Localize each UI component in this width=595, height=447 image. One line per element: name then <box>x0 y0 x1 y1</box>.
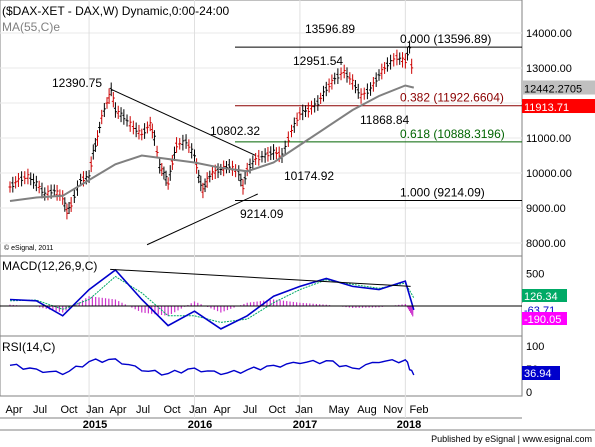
macd-signal-line <box>9 275 415 323</box>
price-tick-label: 11000.00 <box>526 133 571 145</box>
macd-tag-box <box>522 289 567 302</box>
x-axis-years: 2015 2016 2017 2018 <box>83 419 421 431</box>
macd-title: MACD(12,26,9,C) <box>2 259 97 273</box>
price-annotation: 12390.75 <box>52 76 102 90</box>
x-month-label: Jul <box>243 404 257 416</box>
rsi-title: RSI(14,C) <box>2 340 55 354</box>
price-annotation: 13596.89 <box>305 22 355 36</box>
lower-trendline <box>146 193 258 246</box>
fib-label: 0.000 (13596.89) <box>400 32 491 46</box>
x-month-label: Oct <box>268 404 285 416</box>
price-annotation: 10174.92 <box>284 169 334 183</box>
price-tick-label: 10000.00 <box>526 168 572 180</box>
macd-tag-box <box>522 312 567 325</box>
ma-label: MA(55,C)e <box>2 20 60 34</box>
x-month-label: Nov <box>383 404 403 416</box>
x-month-label: Jan <box>86 404 104 416</box>
x-month-label: Jan <box>189 404 207 416</box>
rsi-tag-box <box>522 366 560 380</box>
fib-label: 1.000 (9214.09) <box>400 186 485 200</box>
rsi-tick-label: 0 <box>526 387 532 399</box>
x-month-label: Apr <box>109 404 126 416</box>
price-axis-ticks: 14000.0013000.0012000.0011000.0010000.00… <box>526 28 572 250</box>
x-month-label: Oct <box>163 404 180 416</box>
price-gridlines <box>0 0 522 418</box>
price-tick-label: 13000.00 <box>526 63 572 75</box>
fib-label: 0.382 (11922.6604) <box>400 91 504 105</box>
x-month-label: Jul <box>136 404 150 416</box>
upper-trendline <box>111 88 256 156</box>
price-tag-label: 12442.2705 <box>524 84 582 96</box>
macd-tag-label: -190.05 <box>524 314 561 326</box>
rsi-line <box>9 358 415 376</box>
fibonacci-levels: 0.000 (13596.89) 0.382 (11922.6604) 0.618 … <box>235 32 522 202</box>
x-month-label: Oct <box>60 404 77 416</box>
price-annotation: 10802.32 <box>210 124 260 138</box>
x-month-label: Feb <box>410 404 429 416</box>
x-year-label: 2018 <box>397 419 421 431</box>
macd-tag-label: 126.34 <box>524 291 558 303</box>
macd-value-tags: 126.34-63.71-190.05 <box>522 289 567 326</box>
price-tick-label: 8000.00 <box>526 238 566 250</box>
rsi-tag-label: 36.94 <box>524 368 552 380</box>
price-tag-box <box>522 80 595 95</box>
price-tick-label: 9000.00 <box>526 203 566 215</box>
trendlines <box>111 88 258 246</box>
x-month-label: Aug <box>357 404 377 416</box>
x-month-label: May <box>329 404 350 416</box>
price-tick-label: 14000.00 <box>526 28 572 40</box>
price-tag-box <box>522 99 595 114</box>
macd-axis-ticks: 500 <box>526 268 544 280</box>
chart-title: ($DAX-XET - DAX,W) Dynamic,0:00-24:00 <box>2 4 230 18</box>
price-tag-label: 11913.71 <box>524 102 569 114</box>
ma55-line <box>9 84 415 202</box>
x-month-label: Apr <box>5 404 22 416</box>
rsi-tick-label: 100 <box>526 341 544 353</box>
x-month-label: Apr <box>213 404 230 416</box>
macd-tick-label: 500 <box>526 268 544 280</box>
price-annotation: 11868.84 <box>360 113 409 127</box>
macd-trendline <box>110 268 411 287</box>
price-annotations: 12390.75 13596.89 12951.54 10802.32 11868.84… <box>52 22 409 221</box>
rsi-value-tags: 36.94 <box>522 366 560 380</box>
x-month-label: Jul <box>33 404 47 416</box>
macd-line <box>9 268 415 330</box>
copyright-label: © eSignal, 2011 <box>4 244 54 252</box>
price-annotation: 9214.09 <box>240 207 284 221</box>
x-month-label: Jan <box>295 404 313 416</box>
fib-label: 0.618 (10888.3196) <box>400 127 505 141</box>
x-year-label: 2016 <box>188 419 212 431</box>
x-axis-months: Apr Jul Oct Jan Apr Jul Oct Jan Apr Jul Oct Jan May A… <box>5 404 428 416</box>
price-annotation: 12951.54 <box>293 54 343 68</box>
published-by: Published by eSignal | www.esignal.com <box>431 434 592 444</box>
x-year-label: 2017 <box>293 419 317 431</box>
price-tags: 12442.2705 11913.71 <box>522 80 595 114</box>
x-year-label: 2015 <box>83 419 107 431</box>
